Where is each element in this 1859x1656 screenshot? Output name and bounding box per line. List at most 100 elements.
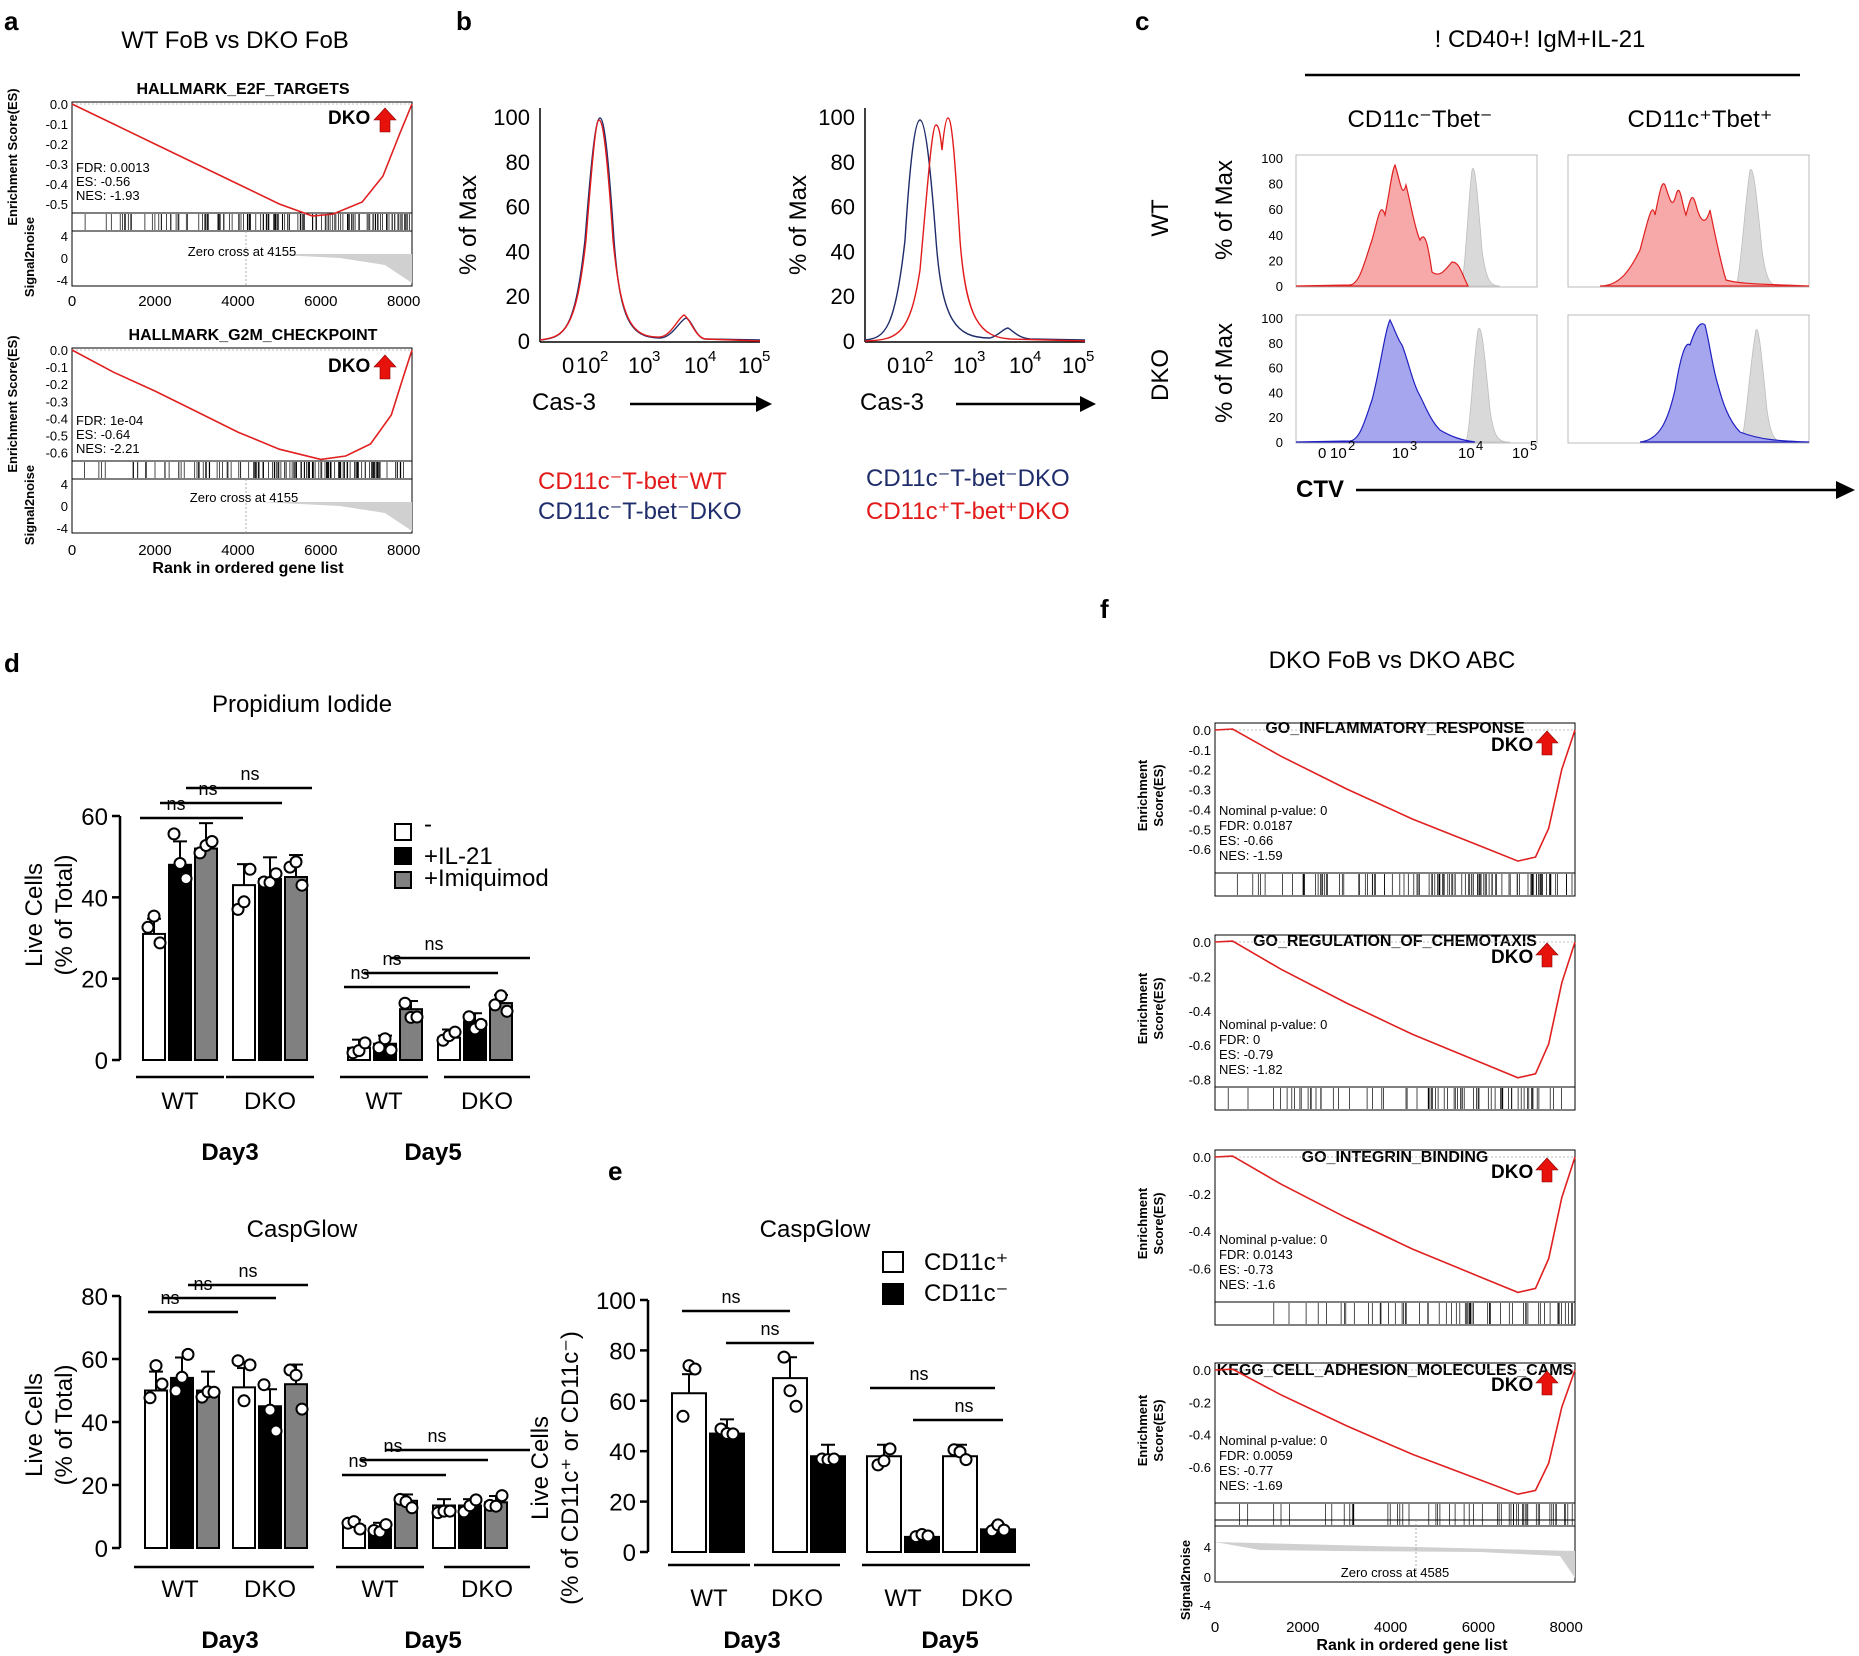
data-point [237,895,251,909]
y-tick: 20 [81,1473,108,1500]
plot-frame [1295,154,1538,288]
histogram-wt-line [539,119,761,342]
day-label: Day3 [201,1139,258,1166]
red-up-arrow-icon [1535,730,1559,756]
x-tick-exp: 2 [925,348,933,365]
data-point [353,1522,367,1536]
y-axis-label-line1: Live Cells [21,863,48,967]
data-point [205,835,219,848]
es-tick: -0.2 [46,137,68,152]
data-point [494,989,508,1003]
day-label: Day3 [723,1627,780,1654]
hits-frame [1214,1086,1576,1111]
es-tick: -0.2 [1189,969,1211,984]
data-point [384,1043,398,1057]
col-header-neg: CD11c⁻Tbet⁻ [1348,106,1493,133]
gsea-plot-e2f: HALLMARK_E2F_TARGETS 0.0 -0.1 -0.2 -0.3 -0.4… [5,81,420,310]
data-point [143,1391,157,1405]
gsea-plot: GO_REGULATION_OF_CHEMOTAXIS 0.0 -0.2 -0.4 -0… [1135,933,1576,1111]
histogram-dko-line [864,119,1086,341]
x-tick-exp: 2 [1348,438,1355,453]
stat-es: ES: -0.64 [76,427,130,442]
dko-label: DKO [1491,1375,1533,1396]
group-label: DKO [244,1576,296,1603]
s2n-ylabel: Signal2noise [22,465,37,545]
data-point [726,1427,740,1441]
x-tick: 0 [1318,445,1326,462]
gsea-plots-f: GO_INFLAMMATORY_RESPONSE 0.0 -0.1 -0.2 -0.3 -… [1135,720,1576,1527]
es-tick: -0.6 [1189,1038,1211,1053]
x-tick: 6000 [304,293,337,310]
gsea-plot-g2m: HALLMARK_G2M_CHECKPOINT 0.0 -0.1 -0.2 -0.3 -… [5,327,420,577]
es-tick: 0.0 [1193,723,1211,738]
data-point [372,1041,386,1055]
data-point [448,1025,462,1039]
bar [258,878,282,1061]
data-point [141,920,155,934]
ctv-histogram-dko [1639,323,1810,443]
legend-swatch-il21 [394,847,412,865]
x-tick: 10 [1062,353,1086,378]
es-tick: -0.6 [1189,1460,1211,1475]
data-point [500,1004,514,1018]
data-point [358,1036,372,1050]
data-point [488,998,502,1012]
y-tick: 20 [81,967,108,994]
s2n-ylabel: Signal2noise [1178,1540,1193,1620]
data-point [676,1409,690,1423]
y-tick: 20 [1269,410,1283,425]
x-tick: 10 [953,353,977,378]
y-tick: 100 [596,1288,636,1315]
reference-peak [1464,328,1511,443]
stat-fdr: FDR: 1e-04 [76,413,143,428]
x-tick-exp: 4 [1476,438,1483,453]
ctv-histogram-wt-pos [1567,154,1810,288]
ns-label: ns [909,1364,928,1384]
x-tick: 10 [1512,445,1529,462]
legend-b-left-wt: CD11c⁻T-bet⁻WT [538,468,727,495]
y-tick: 80 [1269,336,1283,351]
stat-es: ES: -0.56 [76,174,130,189]
enrichment-curve [1214,728,1576,862]
ctv-histogram-wt [1295,163,1470,287]
data-point [827,1452,841,1466]
y-tick: 40 [81,885,108,912]
stat-line: ES: -0.66 [1219,833,1273,848]
group-label: WT [690,1585,728,1612]
x-tick: 2000 [138,542,171,559]
bar [284,876,308,1061]
es-ylabel-line2: Score(ES) [1151,1192,1166,1254]
s2n-tick: 0 [61,251,68,266]
histogram-double-pos-line [864,117,1086,342]
es-tick: -0.4 [1189,1224,1211,1239]
zero-cross-label: Zero cross at 4155 [188,244,296,259]
ctv-histogram-dko [1295,318,1476,443]
plot-frame [1567,314,1810,444]
data-point [474,1017,488,1031]
x-tick-labels: 0 2000 4000 6000 8000 [1211,1619,1583,1636]
es-tick: -0.2 [1189,1395,1211,1410]
x-tick-exp: 5 [1086,348,1094,365]
gsea-title: KEGG_CELL_ADHESION_MOLECULES_CAMS [1217,1362,1574,1379]
day-label: Day5 [921,1627,978,1654]
x-axis-label: Cas-3 [860,389,924,416]
s2n-tick: 4 [61,229,68,244]
data-point [398,996,412,1010]
red-up-arrow-icon [1535,1157,1559,1183]
red-up-arrow-icon [1535,1370,1559,1396]
y-axis-label-dko: % of Max [1211,323,1238,423]
y-tick: 20 [831,284,855,309]
gsea-title: GO_INTEGRIN_BINDING [1302,1149,1489,1166]
legend-swatch-pos [882,1251,904,1273]
data-point [997,1523,1011,1537]
x-tick: 8000 [387,542,420,559]
ns-label: ns [240,764,259,784]
data-point [147,909,161,923]
s2n-tick: -4 [56,273,68,288]
x-tick-exp: 5 [1530,438,1537,453]
y-axis-label: % of Max [455,175,482,275]
stat-line: Nominal p-value: 0 [1219,1017,1327,1032]
reference-peak [1739,329,1786,443]
y-axis-label-wt: % of Max [1211,160,1238,260]
